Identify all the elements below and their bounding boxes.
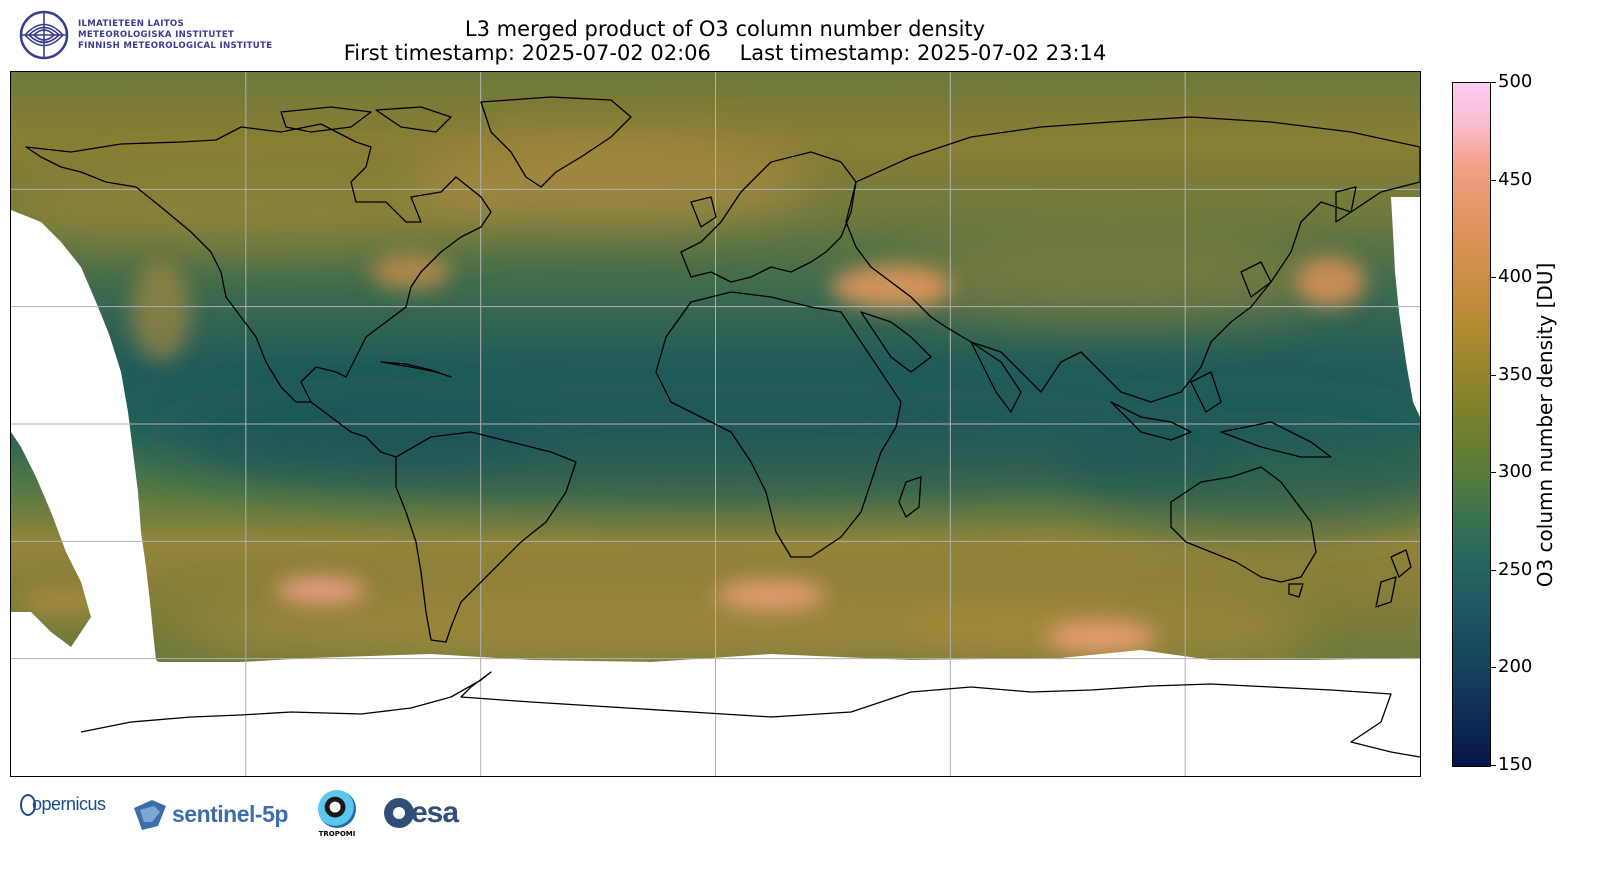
colorbar: [1452, 82, 1491, 767]
fmi-emblem-icon: [19, 10, 69, 60]
fmi-name-fi: ILMATIETEEN LAITOS: [78, 18, 185, 29]
fmi-logo: ILMATIETEEN LAITOS METEOROLOGISKA INSTIT…: [19, 10, 319, 60]
coast-greenland: [480, 96, 632, 188]
world-map: [10, 71, 1421, 777]
colorbar-tick-mark: [1490, 374, 1496, 376]
footer-logos: opernicus sentinel-5p TROPOMI esa: [20, 788, 500, 838]
colorbar-tick-label: 350: [1498, 363, 1533, 385]
last-timestamp: Last timestamp: 2025-07-02 23:14: [739, 41, 1107, 65]
esa-logo: esa: [384, 796, 459, 830]
esa-globe-icon: [384, 798, 414, 828]
colorbar-tick-mark: [1490, 472, 1496, 474]
coast-north-america: [25, 123, 492, 403]
coast-australia: [1170, 466, 1317, 583]
colorbar-tick-mark: [1490, 82, 1496, 83]
sentinel-5p-logo: sentinel-5p: [132, 796, 288, 832]
copernicus-logo: opernicus: [20, 794, 106, 817]
colorbar-tick-mark: [1490, 569, 1496, 571]
colorbar-tick-label: 450: [1498, 168, 1533, 190]
colorbar-tick-label: 300: [1498, 461, 1533, 483]
coast-antarctica: [80, 671, 1420, 758]
coast-europe: [680, 151, 857, 283]
sentinel-5p-text: sentinel-5p: [172, 800, 288, 827]
tropomi-text: TROPOMI: [318, 830, 356, 838]
colorbar-tick-label: 250: [1498, 558, 1533, 580]
ozone-map-canvas: [11, 72, 1420, 776]
colorbar-tick-label: 200: [1498, 656, 1533, 678]
colorbar-label: O3 column number density [DU]: [1533, 262, 1557, 588]
colorbar-tick-mark: [1490, 765, 1496, 766]
ozone-field-bands: [11, 137, 1420, 672]
first-timestamp: First timestamp: 2025-07-02 02:06: [343, 41, 711, 65]
coast-south-america: [395, 431, 577, 643]
colorbar-tick-mark: [1490, 179, 1496, 181]
coastlines: [25, 96, 1420, 758]
colorbar-tick-label: 400: [1498, 266, 1533, 288]
colorbar-tick-label: 500: [1498, 71, 1533, 92]
title-line-1: L3 merged product of O3 column number de…: [464, 17, 986, 41]
copernicus-text: opernicus: [32, 794, 106, 814]
fmi-name-en: FINNISH METEOROLOGICAL INSTITUTE: [78, 40, 273, 51]
colorbar-tick-label: 150: [1498, 754, 1533, 775]
ozone-hotspots: [21, 254, 1366, 652]
fmi-name-sv: METEOROLOGISKA INSTITUTET: [78, 29, 235, 40]
colorbar-tick-mark: [1490, 667, 1496, 669]
title-line-2: First timestamp: 2025-07-02 02:06 Last t…: [0, 41, 1450, 65]
map-title: L3 merged product of O3 column number de…: [0, 17, 1450, 65]
coast-central-america: [310, 401, 397, 458]
esa-text: esa: [411, 796, 459, 829]
colorbar-tick-mark: [1490, 277, 1496, 279]
coast-asia: [845, 116, 1420, 403]
satellite-icon: [134, 800, 166, 830]
coast-africa: [655, 291, 902, 558]
fmi-institute-name: ILMATIETEEN LAITOS METEOROLOGISKA INSTIT…: [78, 19, 272, 52]
copernicus-c-icon: [20, 794, 36, 817]
tropomi-eye-icon: [318, 790, 356, 828]
tropomi-logo: TROPOMI: [316, 790, 358, 838]
